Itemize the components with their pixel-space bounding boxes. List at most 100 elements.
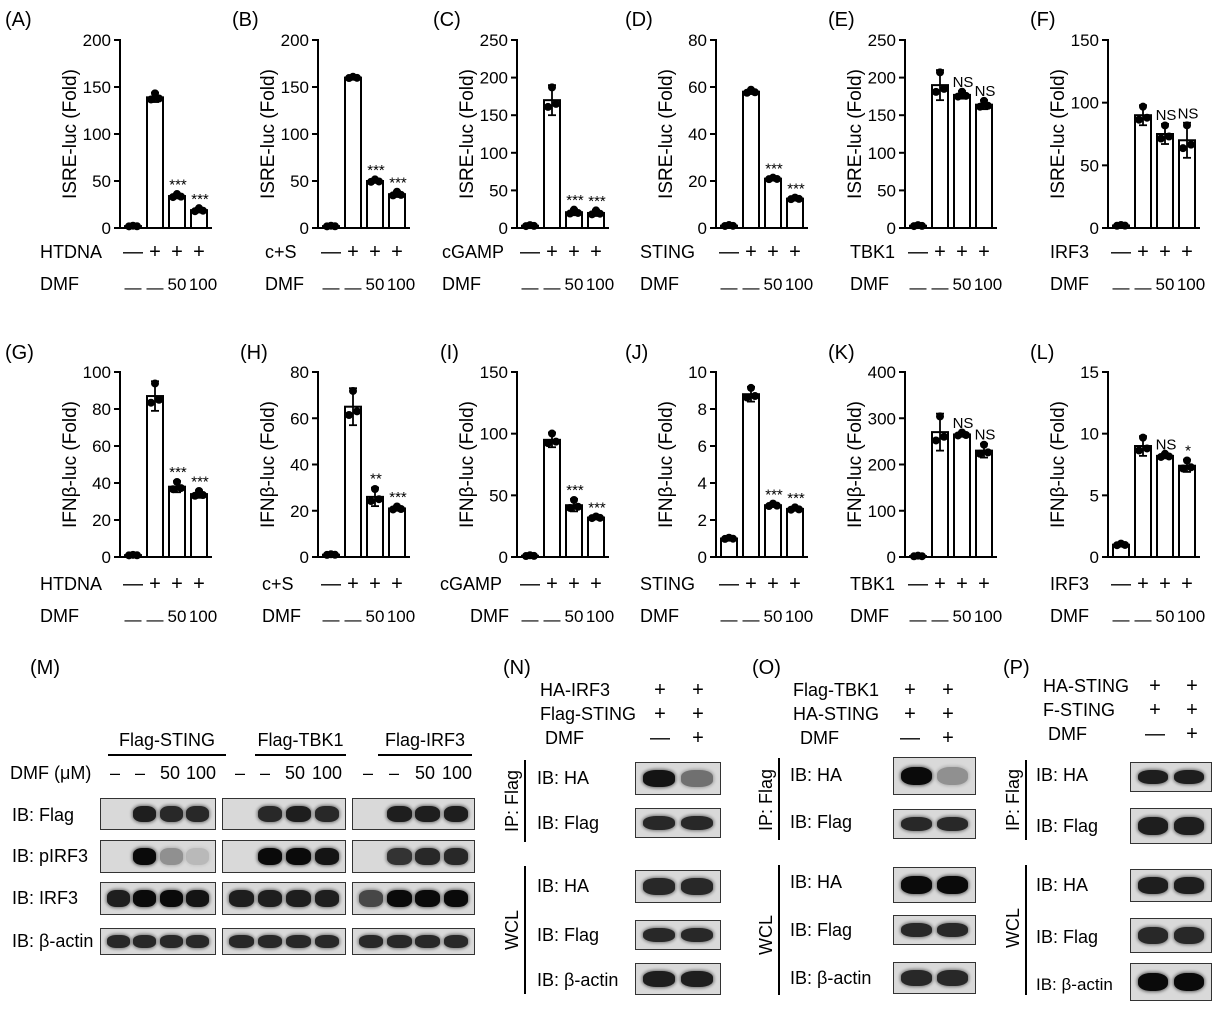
treatment-sign: + (767, 241, 779, 263)
dmf-value: – (109, 763, 120, 783)
blot-band (642, 971, 676, 987)
dmf-label: DMF (640, 606, 679, 626)
treatment-sign: + (590, 573, 602, 595)
blot-lane (1135, 919, 1171, 952)
data-point (751, 392, 759, 401)
dmf-value: 100 (387, 607, 415, 626)
blot-n-ip-ib-flag (635, 808, 721, 838)
blot-band (1137, 817, 1169, 835)
treatment-sign: + (369, 573, 381, 595)
dmf-value: 100 (586, 607, 614, 626)
significance-label: *** (765, 160, 783, 177)
significance-label: *** (191, 473, 209, 490)
blot-lane (1135, 964, 1171, 1000)
data-point (1161, 121, 1169, 130)
y-tick-label: 100 (480, 144, 508, 163)
data-point (910, 552, 918, 561)
data-point (1157, 134, 1165, 143)
condition-sign: + (1186, 699, 1198, 721)
blot-lane (640, 921, 678, 949)
bar (975, 449, 993, 558)
y-tick-label: 100 (83, 363, 111, 382)
blot-band (415, 935, 440, 948)
wcl-bracket-line (524, 866, 526, 994)
data-point (1165, 452, 1173, 461)
treatment-label: HTDNA (40, 242, 102, 262)
treatment-label: TBK1 (850, 242, 895, 262)
ib-label-ha: IB: HA (790, 765, 843, 785)
data-point (349, 386, 357, 395)
data-point (353, 407, 361, 416)
data-point (976, 102, 984, 111)
blot-band (642, 815, 676, 831)
treatment-sign: — (520, 241, 540, 263)
treatment-sign: + (347, 573, 359, 595)
treatment-sign: — (719, 241, 739, 263)
condition-label: DMF (1048, 724, 1087, 744)
data-point (1139, 433, 1147, 442)
blot-band (443, 890, 469, 907)
blot-lane (1135, 870, 1171, 901)
blot-o-wcl-ib-beta-actin (893, 962, 976, 994)
y-tick-label: 0 (300, 548, 309, 567)
y-tick-label: 200 (480, 69, 508, 88)
data-point (596, 209, 604, 218)
y-tick-label: 100 (480, 425, 508, 444)
bar (742, 90, 760, 229)
blot-band (106, 890, 130, 907)
dmf-label: DMF (40, 606, 79, 626)
dmf-value: 50 (565, 607, 584, 626)
bar (146, 395, 164, 558)
blot-band (387, 890, 412, 907)
ib-label-beta-actin: IB: β-actin (12, 931, 94, 951)
chart-l: (L)IFNβ-luc (Fold)051015——+—NS+50*+100IR… (1030, 342, 1205, 629)
data-point (918, 221, 926, 230)
data-point (199, 491, 207, 500)
significance-label: *** (588, 193, 606, 210)
blot-lane (185, 799, 212, 829)
treatment-sign: — (908, 573, 928, 595)
dmf-value: 50 (764, 275, 783, 294)
blot-lane (442, 841, 470, 872)
y-tick-label: 150 (480, 106, 508, 125)
data-point (530, 551, 538, 560)
blot-m-flag-sting-ib-pirf3 (100, 840, 216, 873)
wcl-bracket-line (1025, 865, 1027, 995)
treatment-sign: + (934, 241, 946, 263)
dmf-value: 100 (586, 275, 614, 294)
chart-k: (K)IFNβ-luc (Fold)0100200300400——+—NS+50… (828, 342, 1002, 629)
condition-sign: + (942, 703, 954, 725)
treatment-sign: + (149, 573, 161, 595)
condition-sign: + (654, 703, 666, 725)
blot-band (159, 890, 183, 907)
treatment-sign: + (1137, 573, 1149, 595)
data-point (1113, 541, 1121, 550)
chart-c: (C)ISRE-luc (Fold)050100150200250——+—***… (433, 9, 614, 297)
y-tick-label: 400 (868, 363, 896, 382)
significance-label: NS (1156, 107, 1177, 124)
bar (786, 507, 804, 558)
bar (764, 504, 782, 559)
y-tick-label: 0 (499, 219, 508, 238)
dmf-value: — (323, 610, 340, 629)
bar (168, 485, 186, 559)
treatment-sign: + (789, 573, 801, 595)
treatment-sign: + (347, 241, 359, 263)
dmf-value: — (345, 610, 362, 629)
ib-label-ha: IB: HA (537, 876, 590, 896)
ip-bracket-line (524, 760, 526, 842)
blot-band (1173, 817, 1205, 835)
treatment-label: STING (640, 574, 695, 594)
y-tick-label: 100 (281, 125, 309, 144)
dmf-label: DMF (850, 606, 889, 626)
treatment-sign: — (321, 241, 341, 263)
wcl-bracket-line (778, 865, 780, 995)
data-point (191, 207, 199, 216)
treatment-sign: + (149, 241, 161, 263)
y-tick-label: 0 (499, 548, 508, 567)
y-tick-label: 50 (1080, 156, 1099, 175)
panel-label-o: (O) (752, 657, 781, 679)
ib-label-flag: IB: Flag (790, 920, 853, 940)
blot-band (937, 816, 969, 832)
data-point (548, 83, 556, 92)
